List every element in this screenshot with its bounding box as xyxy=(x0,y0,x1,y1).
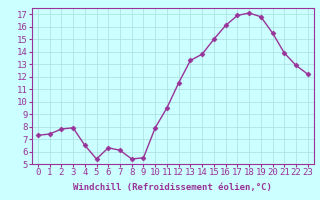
X-axis label: Windchill (Refroidissement éolien,°C): Windchill (Refroidissement éolien,°C) xyxy=(73,183,272,192)
